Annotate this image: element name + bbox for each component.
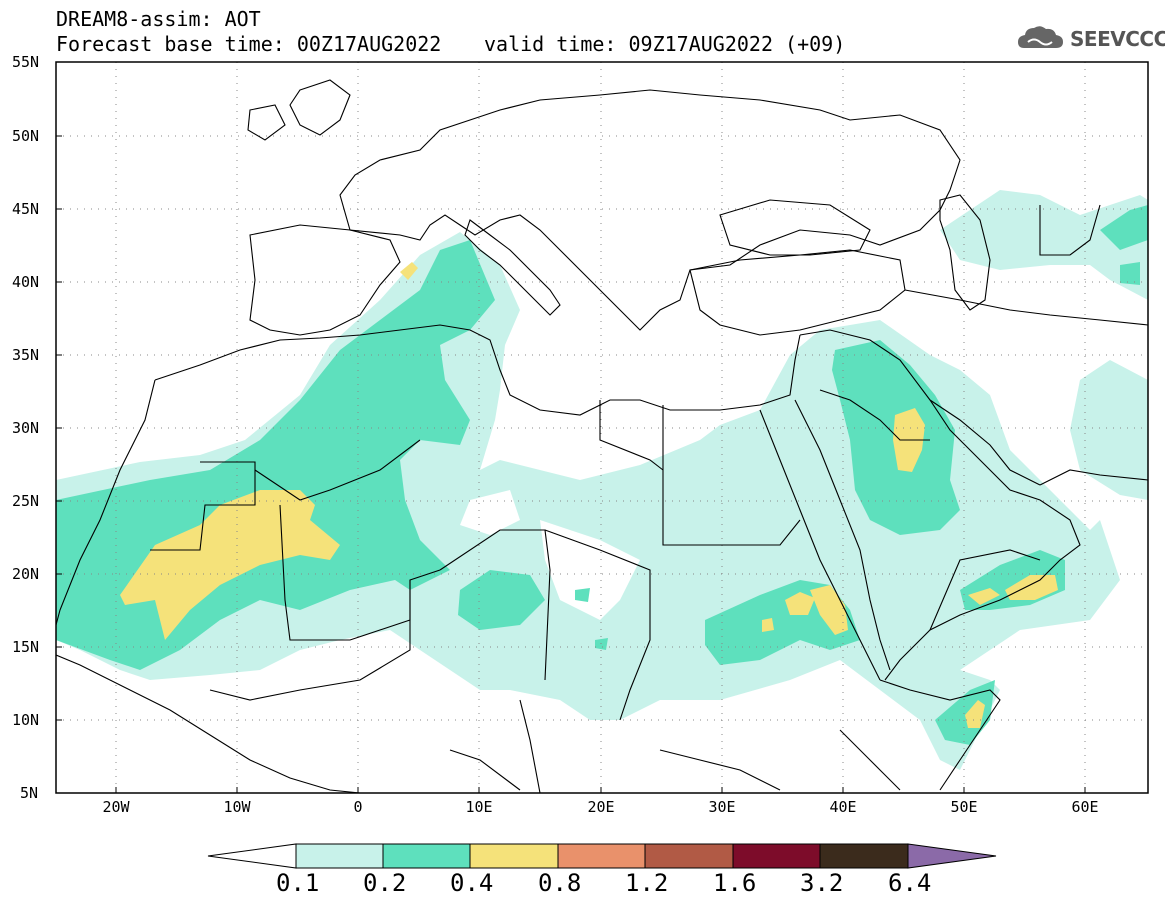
- colorbar-label-1.2: 1.2: [625, 869, 669, 897]
- colorbar-label-6.4: 6.4: [888, 869, 932, 897]
- colorbar-bin-0.8: [557, 843, 646, 869]
- map-title: DREAM8-assim: AOT: [56, 7, 261, 31]
- lon-label-20E: 20E: [587, 798, 614, 816]
- lon-labels: 20W 10W 0 10E 20E 30E 40E 50E 60E: [102, 798, 1098, 816]
- lat-label-5N: 5N: [20, 784, 38, 802]
- colorbar-bin-0.2: [382, 843, 471, 869]
- lat-label-10N: 10N: [12, 711, 39, 729]
- ticks: [56, 61, 1086, 793]
- lat-label-15N: 15N: [12, 638, 39, 656]
- colorbar-bin-0.1: [295, 843, 384, 869]
- lat-label-40N: 40N: [12, 273, 39, 291]
- lon-label-0: 0: [353, 798, 362, 816]
- valid-time: valid time: 09Z17AUG2022 (+09): [484, 32, 846, 56]
- colorbar: [207, 843, 997, 869]
- lat-labels: 55N 50N 45N 40N 35N 30N 25N 20N 15N 10N …: [12, 53, 39, 802]
- lon-label-10E: 10E: [465, 798, 492, 816]
- lon-label-20W: 20W: [102, 798, 130, 816]
- lat-label-55N: 55N: [12, 53, 39, 71]
- colorbar-label-0.2: 0.2: [363, 869, 407, 897]
- lat-label-50N: 50N: [12, 127, 39, 145]
- graticule: [56, 62, 1148, 793]
- colorbar-low-arrow: [207, 843, 297, 869]
- lat-label-45N: 45N: [12, 200, 39, 218]
- logo-text: SEEVCCC: [1070, 27, 1165, 51]
- lat-label-35N: 35N: [12, 346, 39, 364]
- colorbar-label-3.2: 3.2: [800, 869, 844, 897]
- colorbar-bin-3.2: [819, 843, 909, 869]
- colorbar-label-0.4: 0.4: [450, 869, 494, 897]
- cloud-logo-icon: [1018, 26, 1063, 48]
- lat-label-20N: 20N: [12, 565, 39, 583]
- lon-label-40E: 40E: [829, 798, 856, 816]
- lat-label-25N: 25N: [12, 492, 39, 510]
- lon-label-30E: 30E: [708, 798, 735, 816]
- colorbar-bin-1.6: [732, 843, 821, 869]
- colorbar-label-0.8: 0.8: [538, 869, 582, 897]
- aot-band-0.4: [120, 490, 340, 640]
- colorbar-label-1.6: 1.6: [713, 869, 757, 897]
- base-time: Forecast base time: 00Z17AUG2022: [56, 32, 442, 56]
- lon-label-10W: 10W: [223, 798, 251, 816]
- lat-label-30N: 30N: [12, 419, 39, 437]
- lon-label-50E: 50E: [950, 798, 977, 816]
- colorbar-label-0.1: 0.1: [276, 869, 320, 897]
- colorbar-bin-0.4: [469, 843, 559, 869]
- coastlines: [56, 79, 1148, 793]
- lon-label-60E: 60E: [1071, 798, 1098, 816]
- colorbar-bin-1.2: [644, 843, 734, 869]
- colorbar-high-arrow: [907, 843, 997, 869]
